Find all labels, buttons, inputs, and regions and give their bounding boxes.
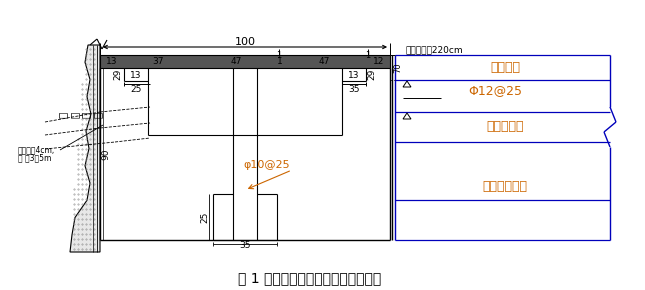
Text: 内轨顶面: 内轨顶面 [490, 61, 520, 74]
Text: φ10@25: φ10@25 [244, 160, 290, 170]
Text: 25: 25 [130, 85, 142, 94]
Text: 70: 70 [393, 62, 402, 73]
Text: 29: 29 [368, 69, 377, 80]
Text: 间 距3～5m: 间 距3～5m [18, 153, 52, 162]
Text: 35: 35 [239, 242, 251, 251]
Text: 25: 25 [200, 211, 209, 223]
Text: 流水槽宽4cm,: 流水槽宽4cm, [18, 146, 55, 155]
Text: 二
衬
边
墙: 二 衬 边 墙 [57, 112, 103, 118]
Text: 13: 13 [348, 72, 360, 81]
Text: 47: 47 [230, 57, 241, 66]
Text: Φ12@25: Φ12@25 [468, 84, 522, 97]
Text: 道床板底面: 道床板底面 [486, 121, 524, 133]
Text: 12: 12 [373, 57, 384, 66]
Polygon shape [70, 45, 100, 252]
Bar [100, 55, 390, 68]
Text: 13: 13 [106, 57, 118, 66]
Text: 100: 100 [235, 37, 255, 47]
Text: 正线路中线220cm: 正线路中线220cm [405, 46, 462, 55]
Text: 35: 35 [348, 85, 360, 94]
Text: 13: 13 [130, 72, 142, 81]
Text: 1: 1 [365, 50, 370, 59]
Text: 29: 29 [114, 69, 123, 80]
Text: 37: 37 [152, 57, 164, 66]
Text: 47: 47 [319, 57, 330, 66]
Text: 90: 90 [101, 148, 110, 160]
Text: 图 1 水沟及通信信号电缆槽结构详图: 图 1 水沟及通信信号电缆槽结构详图 [239, 271, 382, 285]
Text: 1: 1 [277, 50, 282, 59]
Text: 1: 1 [277, 57, 283, 66]
Text: 无砟轨道垫层: 无砟轨道垫层 [482, 180, 528, 193]
